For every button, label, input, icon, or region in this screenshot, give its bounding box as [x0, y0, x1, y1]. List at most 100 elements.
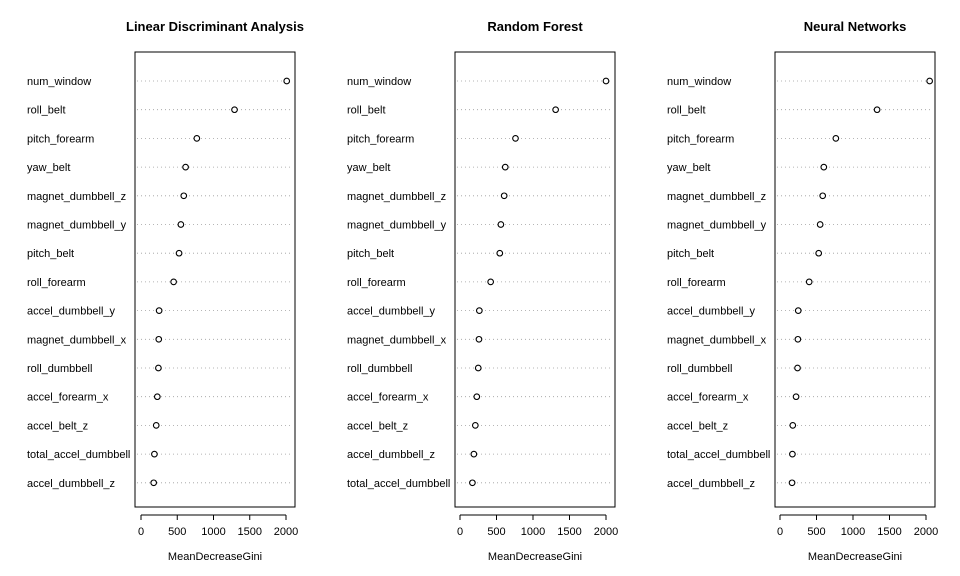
- data-point: [602, 77, 610, 85]
- variable-label: magnet_dumbbell_x: [667, 334, 767, 346]
- x-tick-label: 1500: [238, 526, 262, 538]
- variable-label: accel_forearm_x: [27, 392, 109, 404]
- x-tick-label: 500: [168, 526, 186, 538]
- chart-title: Linear Discriminant Analysis: [126, 19, 304, 34]
- data-point: [788, 479, 796, 487]
- x-axis-label: MeanDecreaseGini: [808, 551, 902, 563]
- variable-label: roll_dumbbell: [347, 363, 412, 375]
- variable-label: pitch_belt: [667, 248, 714, 260]
- variable-label: roll_belt: [347, 105, 386, 117]
- data-point: [475, 335, 483, 343]
- data-point: [150, 479, 158, 487]
- x-tick-label: 500: [807, 526, 825, 538]
- x-tick-label: 1000: [201, 526, 225, 538]
- data-point: [832, 135, 840, 142]
- x-axis-label: MeanDecreaseGini: [168, 551, 262, 563]
- variable-label: num_window: [347, 76, 411, 88]
- variable-label: pitch_forearm: [347, 133, 414, 145]
- variable-label: roll_belt: [27, 105, 66, 117]
- variable-label: accel_dumbbell_y: [27, 306, 116, 318]
- variable-label: accel_belt_z: [27, 420, 88, 432]
- data-point: [475, 307, 483, 314]
- variable-label: num_window: [27, 76, 91, 88]
- data-point: [816, 221, 824, 228]
- data-point: [469, 479, 476, 487]
- variable-label: pitch_forearm: [667, 133, 734, 145]
- data-point: [873, 106, 881, 114]
- variable-label: magnet_dumbbell_x: [27, 334, 127, 346]
- data-point: [820, 163, 828, 171]
- variable-label: roll_dumbbell: [667, 363, 732, 375]
- plot-frame: [454, 51, 616, 508]
- chart-title: Random Forest: [487, 19, 583, 34]
- x-axis-label: MeanDecreaseGini: [488, 551, 582, 563]
- plot-frame: [134, 51, 296, 508]
- data-point: [792, 393, 800, 401]
- data-point: [794, 364, 801, 372]
- data-point: [487, 278, 495, 286]
- data-point: [500, 192, 508, 200]
- data-point: [497, 221, 505, 228]
- data-point: [474, 364, 482, 372]
- variable-label: roll_belt: [667, 105, 706, 117]
- data-point: [805, 278, 813, 286]
- data-point: [283, 77, 291, 85]
- data-point: [155, 364, 162, 372]
- x-tick-label: 500: [487, 526, 505, 538]
- x-tick-label: 1500: [877, 526, 901, 538]
- data-point: [926, 77, 934, 85]
- data-point: [170, 278, 177, 286]
- data-point: [552, 106, 559, 114]
- data-point: [819, 192, 827, 200]
- variable-label: roll_dumbbell: [27, 363, 92, 375]
- variable-label: accel_belt_z: [347, 420, 408, 432]
- variable-label: num_window: [667, 76, 731, 88]
- variable-label: yaw_belt: [347, 162, 390, 174]
- variable-label: total_accel_dumbbell: [27, 449, 130, 461]
- variable-label: yaw_belt: [27, 162, 70, 174]
- data-point: [794, 307, 802, 314]
- data-point: [175, 249, 183, 257]
- plot-frame: [774, 51, 936, 508]
- data-point: [152, 422, 160, 429]
- variable-label: magnet_dumbbell_y: [27, 220, 127, 232]
- variable-label: total_accel_dumbbell: [347, 478, 450, 490]
- data-point: [155, 307, 163, 314]
- data-point: [155, 335, 163, 343]
- data-point: [794, 335, 802, 343]
- data-point: [470, 450, 478, 458]
- x-tick-label: 1000: [841, 526, 865, 538]
- variable-label: accel_forearm_x: [347, 392, 429, 404]
- variable-label: accel_dumbbell_z: [667, 478, 755, 490]
- data-point: [471, 422, 479, 429]
- variable-label: magnet_dumbbell_z: [27, 191, 126, 203]
- data-point: [496, 249, 504, 257]
- data-point: [193, 135, 201, 142]
- data-point: [789, 450, 796, 458]
- x-tick-label: 0: [777, 526, 783, 538]
- variable-label: roll_forearm: [27, 277, 86, 289]
- variable-label: accel_forearm_x: [667, 392, 749, 404]
- variable-label: accel_dumbbell_y: [347, 306, 436, 318]
- x-tick-label: 2000: [914, 526, 938, 538]
- variable-label: magnet_dumbbell_x: [347, 334, 447, 346]
- variable-label: roll_forearm: [667, 277, 726, 289]
- variable-label: magnet_dumbbell_z: [667, 191, 766, 203]
- x-tick-label: 0: [457, 526, 463, 538]
- variable-label: accel_dumbbell_z: [347, 449, 435, 461]
- variable-label: total_accel_dumbbell: [667, 449, 770, 461]
- variable-label: accel_dumbbell_z: [27, 478, 115, 490]
- data-point: [180, 192, 188, 200]
- x-tick-label: 2000: [594, 526, 618, 538]
- data-point: [815, 249, 823, 257]
- variable-label: pitch_forearm: [27, 133, 94, 145]
- data-point: [473, 393, 481, 401]
- data-point: [151, 450, 158, 458]
- variable-label: yaw_belt: [667, 162, 710, 174]
- variable-label: accel_dumbbell_y: [667, 306, 756, 318]
- data-point: [231, 106, 238, 114]
- variable-label: roll_forearm: [347, 277, 406, 289]
- x-tick-label: 0: [138, 526, 144, 538]
- x-tick-label: 1000: [521, 526, 545, 538]
- variable-label: magnet_dumbbell_y: [667, 220, 767, 232]
